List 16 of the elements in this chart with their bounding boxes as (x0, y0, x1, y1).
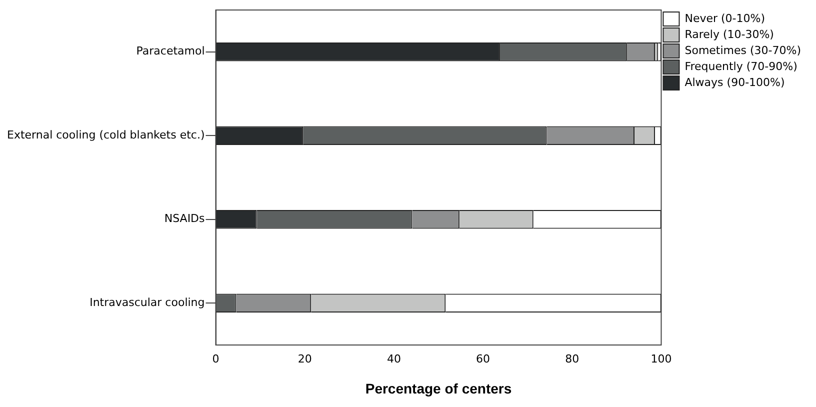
legend-label: Sometimes (30-70%) (684, 44, 802, 57)
x-tick-label: 60 (476, 352, 490, 366)
x-tick-label: 100 (650, 352, 672, 366)
x-tick-label: 20 (298, 352, 312, 366)
x-tick-label: 40 (386, 352, 401, 366)
y-tick-label: Intravascular cooling (90, 296, 205, 309)
series-label: Never (0-10%) (684, 12, 766, 25)
x-tick-label: 0 (212, 352, 220, 366)
legend-label: Frequently (70-90%) (684, 60, 798, 73)
y-tick-label: Paracetamol (136, 44, 205, 58)
x-tick-label: 80 (565, 352, 580, 366)
x-axis-title: Percentage of centers (365, 380, 512, 396)
y-tick-label: External cooling (cold blankets etc.) (7, 128, 205, 142)
y-tick-label: NSAIDs (164, 212, 206, 226)
legend-label: Always (90-100%) (684, 76, 785, 89)
legend-label: Rarely (10-30%) (684, 28, 774, 41)
